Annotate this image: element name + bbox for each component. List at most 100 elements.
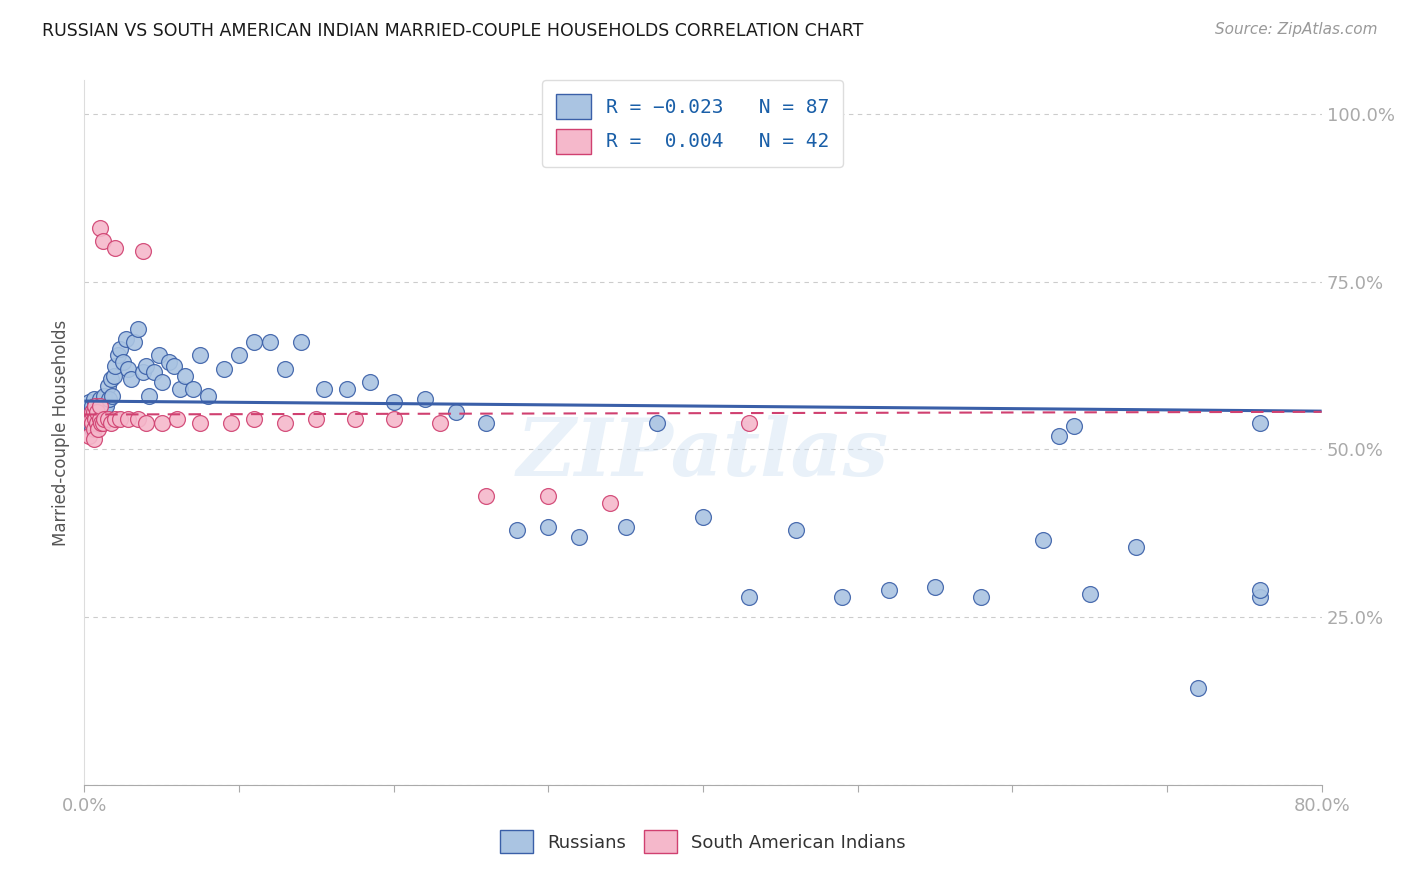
Point: [107, 348, 129, 362]
Point: [148, 348, 170, 362]
Point: [219, 416, 242, 430]
Point: [84, 412, 107, 426]
Point: [305, 412, 328, 426]
Point: [150, 376, 173, 390]
Point: [86, 409, 108, 423]
Point: [82, 422, 104, 436]
Text: RUSSIAN VS SOUTH AMERICAN INDIAN MARRIED-COUPLE HOUSEHOLDS CORRELATION CHART: RUSSIAN VS SOUTH AMERICAN INDIAN MARRIED…: [42, 22, 863, 40]
Point: [115, 332, 138, 346]
Point: [83, 433, 105, 447]
Point: [188, 416, 211, 430]
Point: [87, 405, 110, 419]
Point: [166, 412, 188, 426]
Point: [90, 405, 112, 419]
Point: [77, 395, 100, 409]
Point: [877, 583, 900, 598]
Point: [259, 334, 281, 349]
Point: [197, 389, 219, 403]
Point: [89, 412, 111, 426]
Point: [79, 412, 101, 426]
Point: [79, 412, 101, 426]
Point: [169, 382, 191, 396]
Point: [568, 530, 591, 544]
Point: [143, 365, 166, 379]
Point: [86, 402, 108, 417]
Point: [86, 405, 108, 419]
Point: [104, 359, 127, 373]
Point: [83, 402, 105, 417]
Point: [174, 368, 197, 383]
Point: [84, 399, 107, 413]
Point: [1032, 533, 1054, 547]
Point: [103, 368, 125, 383]
Point: [475, 489, 498, 503]
Y-axis label: Married-couple Households: Married-couple Households: [52, 319, 70, 546]
Point: [163, 359, 186, 373]
Point: [312, 382, 335, 396]
Point: [429, 416, 451, 430]
Point: [89, 399, 111, 413]
Point: [83, 422, 105, 436]
Point: [1063, 418, 1085, 433]
Point: [82, 416, 104, 430]
Point: [108, 412, 131, 426]
Point: [127, 321, 149, 335]
Point: [1249, 590, 1271, 604]
Point: [100, 372, 122, 386]
Point: [1249, 416, 1271, 430]
Point: [127, 412, 149, 426]
Point: [181, 382, 204, 396]
Point: [132, 365, 155, 379]
Point: [692, 509, 714, 524]
Point: [82, 416, 104, 430]
Point: [83, 405, 105, 419]
Point: [413, 392, 436, 406]
Point: [83, 392, 105, 406]
Point: [1125, 540, 1147, 554]
Point: [100, 416, 122, 430]
Point: [537, 489, 560, 503]
Point: [159, 355, 180, 369]
Point: [614, 519, 637, 533]
Point: [785, 523, 807, 537]
Point: [90, 399, 112, 413]
Point: [120, 372, 142, 386]
Point: [228, 348, 250, 362]
Point: [343, 412, 366, 426]
Point: [98, 392, 121, 406]
Point: [1047, 429, 1070, 443]
Point: [475, 416, 498, 430]
Point: [112, 355, 135, 369]
Point: [87, 422, 110, 436]
Point: [101, 389, 124, 403]
Point: [831, 590, 853, 604]
Point: [122, 334, 145, 349]
Point: [924, 580, 946, 594]
Point: [79, 405, 101, 419]
Point: [84, 399, 107, 413]
Point: [382, 412, 405, 426]
Text: ZIPatlas: ZIPatlas: [517, 415, 889, 492]
Point: [93, 412, 115, 426]
Point: [91, 235, 114, 249]
Point: [444, 405, 467, 419]
Point: [117, 412, 139, 426]
Point: [96, 378, 118, 392]
Point: [89, 416, 111, 430]
Point: [86, 416, 108, 430]
Point: [290, 334, 312, 349]
Point: [87, 416, 110, 430]
Point: [93, 402, 115, 417]
Point: [89, 392, 111, 406]
Point: [135, 416, 157, 430]
Point: [738, 590, 761, 604]
Point: [212, 362, 235, 376]
Point: [645, 416, 668, 430]
Point: [84, 405, 107, 419]
Point: [91, 399, 114, 413]
Point: [135, 359, 157, 373]
Point: [91, 412, 114, 426]
Point: [132, 244, 155, 259]
Point: [360, 376, 382, 390]
Point: [537, 519, 560, 533]
